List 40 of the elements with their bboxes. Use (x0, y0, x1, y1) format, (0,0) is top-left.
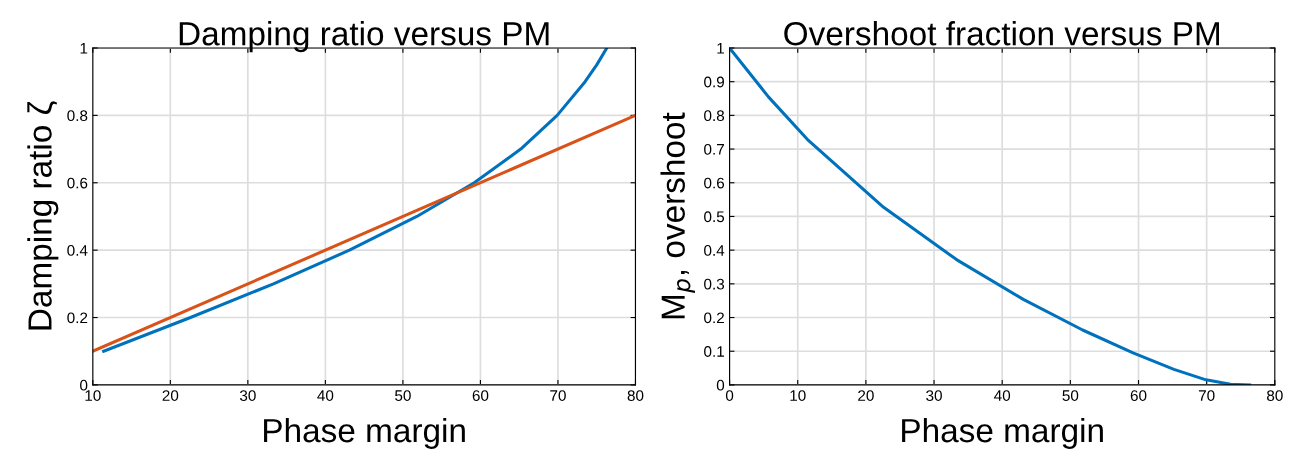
y-tick-label: 0.5 (704, 211, 725, 223)
x-tick-label: 40 (994, 390, 1011, 401)
chart-title: Damping ratio versus PM (179, 21, 549, 53)
y-tick-label: 0.4 (704, 245, 725, 256)
x-tick-label: 0 (725, 390, 734, 401)
x-tick-label: 70 (1198, 390, 1215, 401)
x-tick-label: 30 (239, 390, 256, 401)
y-tick-label: 0.8 (704, 110, 725, 122)
y-tick-label: 0.2 (704, 312, 724, 324)
y-tick-label: 0.6 (67, 177, 88, 189)
y-tick-label: 0.7 (704, 143, 724, 155)
y-tick-label: 0.8 (67, 110, 88, 122)
x-tick-label: 60 (472, 390, 489, 401)
y-axis-title: M$_{p}$, overshoot (660, 112, 695, 319)
y-tick-label: 0 (716, 379, 725, 391)
y-tick-label: 1 (717, 43, 724, 54)
y-tick-label: 0.2 (67, 312, 88, 324)
y-tick-label: 0.4 (67, 245, 88, 256)
x-axis-title: Phase margin (264, 417, 465, 449)
x-tick-label: 10 (85, 390, 101, 401)
x-tick-label: 10 (790, 390, 806, 401)
x-axis-title: Phase margin (902, 417, 1103, 449)
y-tick-label: 0.1 (704, 346, 724, 357)
chart-title: Overshoot fraction versus PM (784, 21, 1219, 46)
y-tick-label: 0.3 (704, 278, 725, 290)
y-tick-label: 0 (80, 379, 88, 391)
x-tick-label: 40 (317, 390, 334, 401)
x-tick-label: 60 (1130, 390, 1147, 401)
x-tick-label: 80 (1266, 390, 1283, 401)
x-tick-label: 50 (1062, 390, 1079, 401)
y-tick-label: 0.6 (704, 177, 725, 189)
x-tick-label: 30 (926, 390, 942, 401)
y-tick-label: 0.9 (704, 76, 724, 88)
y-axis-title: Damping ratio ζ (27, 101, 59, 330)
x-tick-label: 20 (858, 390, 874, 401)
x-tick-label: 80 (627, 390, 644, 401)
y-tick-label: 1 (80, 43, 88, 54)
x-tick-label: 50 (395, 390, 411, 401)
x-tick-label: 20 (162, 390, 179, 401)
x-tick-label: 70 (550, 390, 566, 401)
